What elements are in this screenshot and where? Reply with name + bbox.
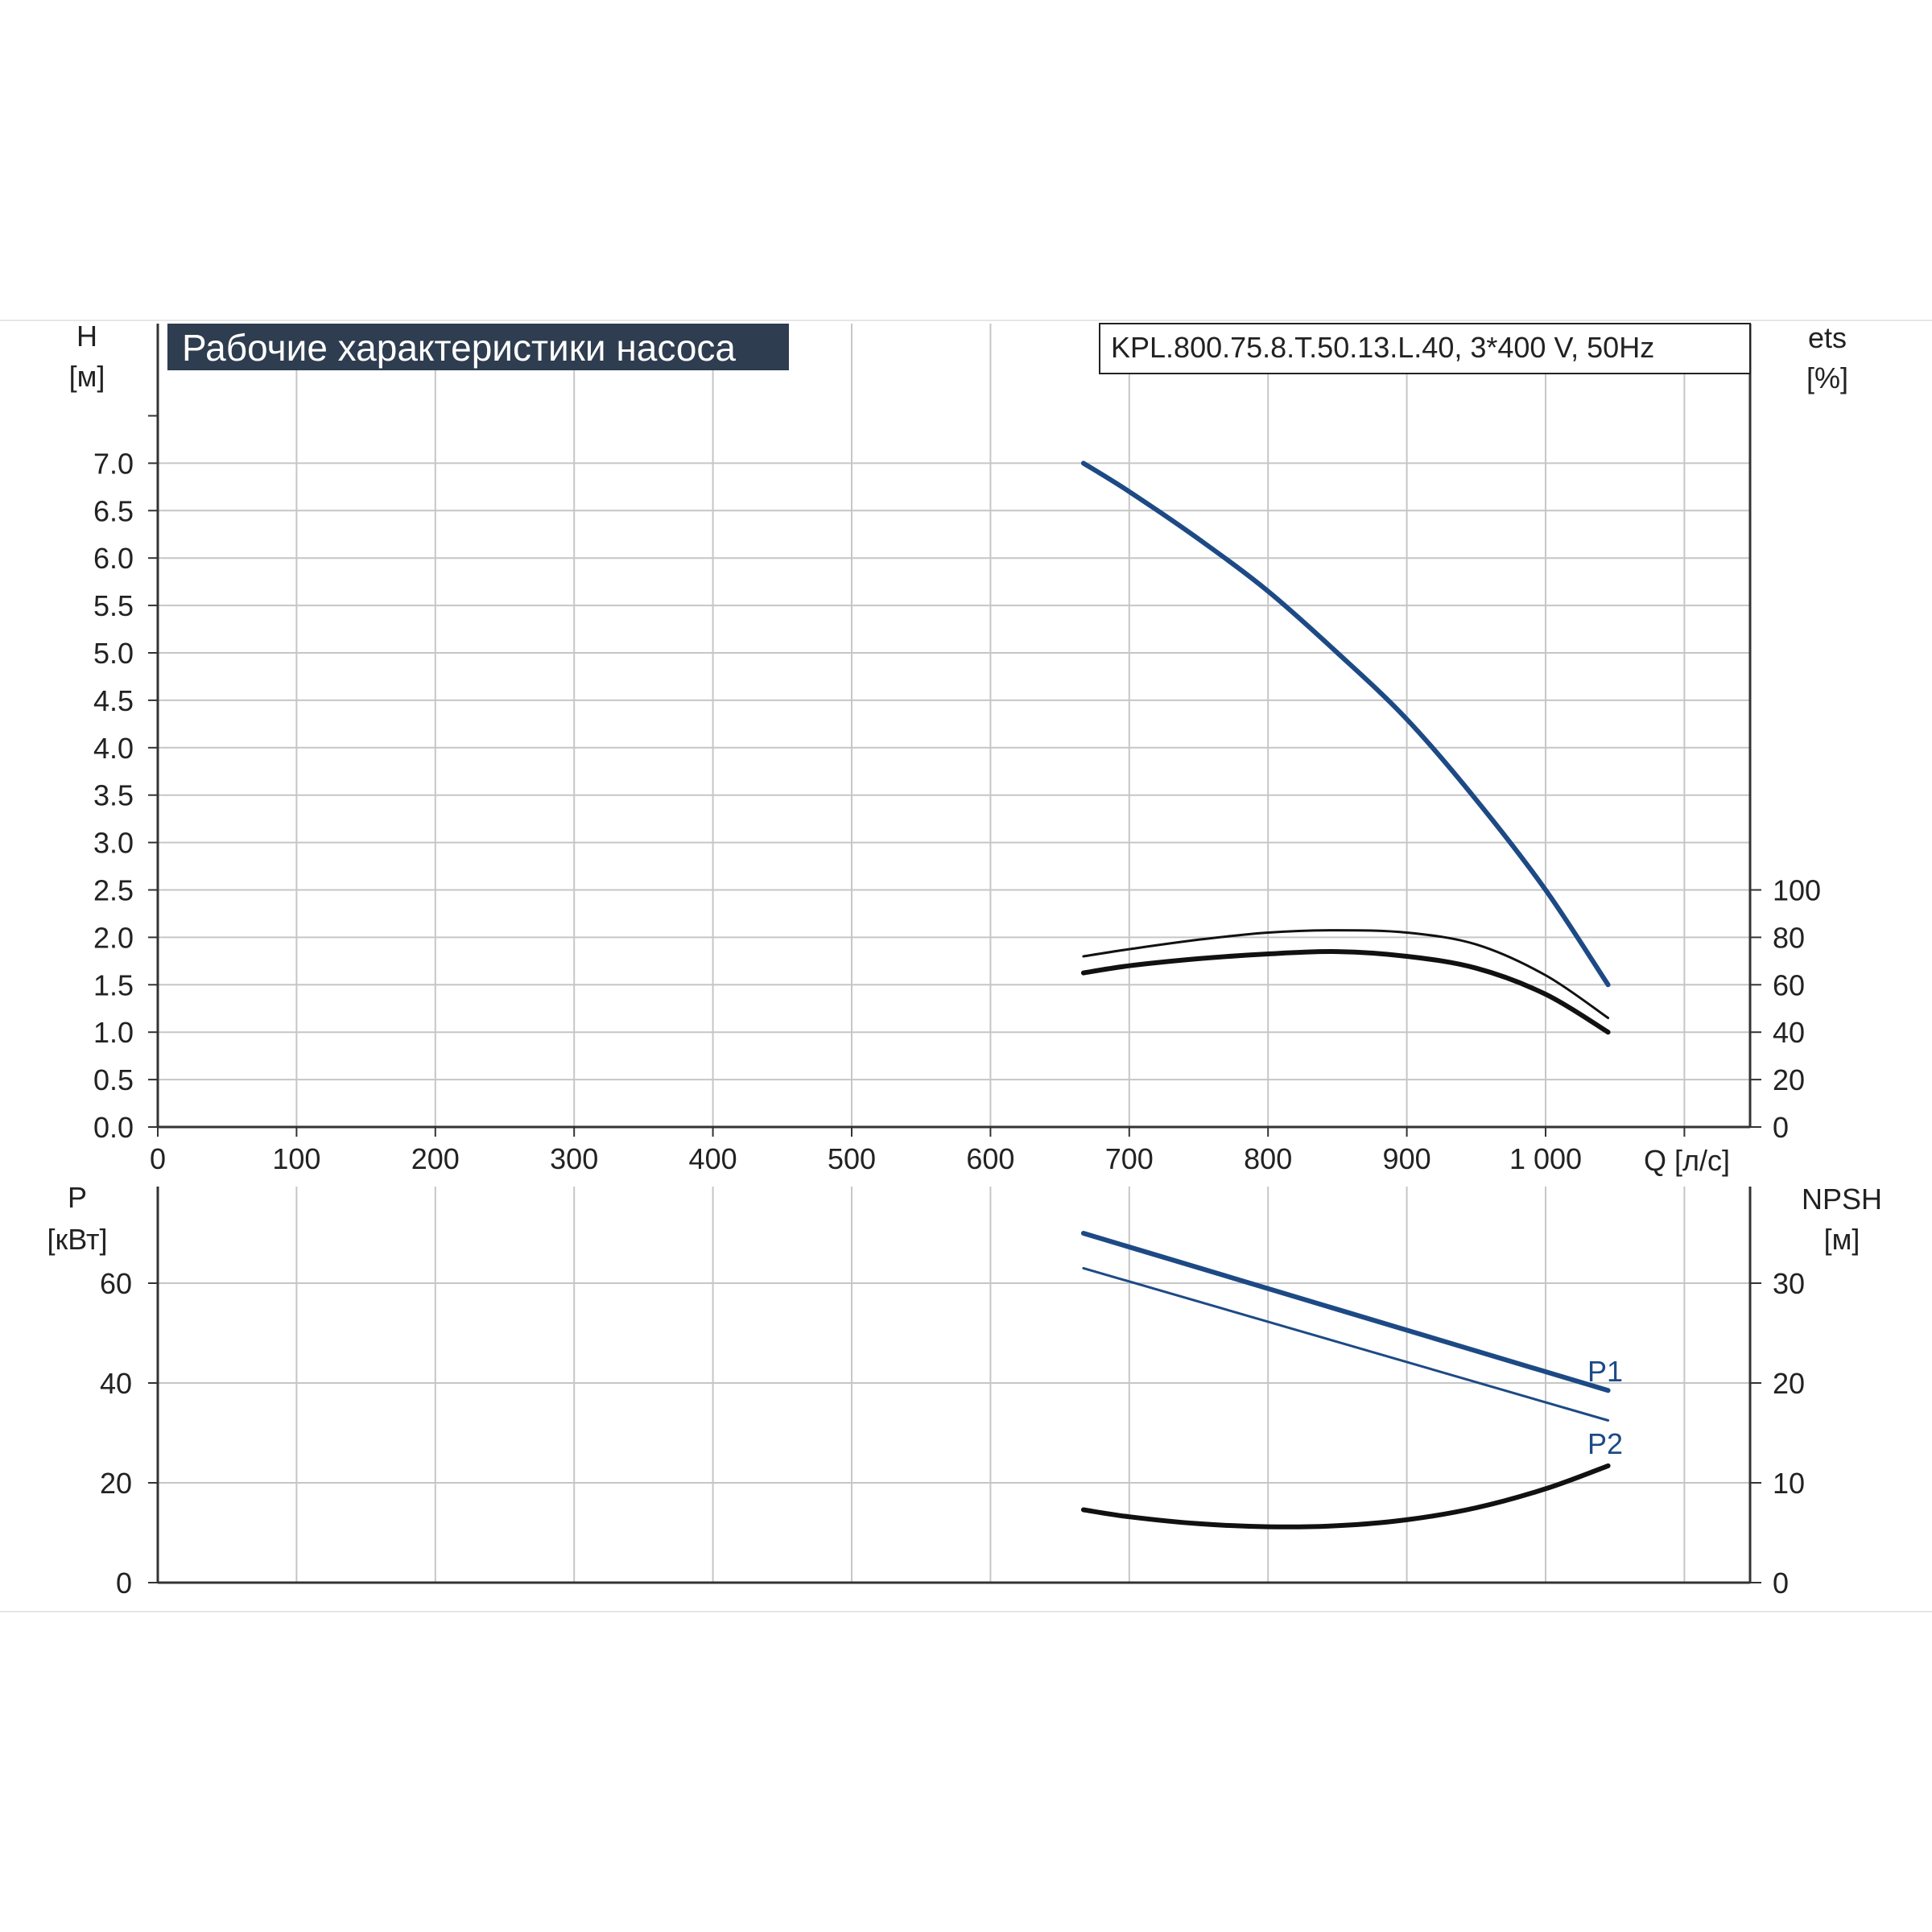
eta-tick-label: 0 [1773,1111,1789,1144]
model-label: KPL.800.75.8.T.50.13.L.40, 3*400 V, 50Hz [1111,331,1654,364]
eta-axis-title: ets [1808,321,1847,354]
q-tick-label: 600 [966,1142,1014,1175]
lower-tick-labels: 0 20 40 60 0 10 20 30 [100,1267,1805,1600]
npsh-axis-title: NPSH [1802,1183,1882,1216]
chart-title: Рабочие характеристики насоса [182,327,736,369]
npsh-tick-label: 0 [1773,1567,1789,1600]
q-tick-label: 400 [689,1142,737,1175]
h-tick-label: 4.5 [93,684,134,717]
npsh-axis-unit: [м] [1824,1223,1860,1256]
eta-tick-label: 100 [1773,874,1821,907]
model-label-box [1099,323,1751,374]
p-axis-unit: [кВт] [47,1223,107,1256]
h-tick-label: 0.0 [93,1111,134,1144]
upper-curves [1080,460,1611,1035]
h-tick-label: 3.5 [93,779,134,812]
h-tick-label: 4.0 [93,732,134,765]
eta-tick-label: 60 [1773,968,1805,1001]
h-tick-label: 1.5 [93,968,134,1001]
q-tick-label: 0 [150,1142,166,1175]
h-tick-label: 1.0 [93,1016,134,1049]
curve-p2 [1082,1266,1610,1422]
series-label-p2: P2 [1587,1427,1623,1460]
h-axis-title: H [76,320,97,353]
chart-title-background [167,324,789,370]
upper-axes [148,324,1761,1137]
p-axis-title: P [68,1181,87,1214]
h-tick-label: 6.0 [93,542,134,575]
h-tick-label: 3.0 [93,827,134,860]
series-label-p1: P1 [1587,1355,1623,1388]
curve-p1 [1080,1231,1611,1393]
q-tick-label: 800 [1244,1142,1292,1175]
curve-npsh [1080,1463,1611,1530]
upper-tick-labels: 0.0 0.5 1.0 1.5 2.0 2.5 3.0 3.5 4.0 4.5 5.0 5.5 6.0 6… [93,447,1821,1175]
q-tick-label: 500 [828,1142,876,1175]
eta-axis-unit: [%] [1806,361,1848,394]
eta-tick-label: 40 [1773,1016,1805,1049]
h-tick-label: 5.5 [93,589,134,622]
q-axis-label: Q [л/с] [1644,1144,1730,1177]
q-tick-label: 700 [1105,1142,1154,1175]
lower-curves [1080,1231,1611,1530]
q-tick-label: 200 [411,1142,460,1175]
h-axis-unit: [м] [69,360,105,393]
lower-grid [158,1187,1750,1583]
npsh-tick-label: 30 [1773,1267,1805,1300]
p-tick-label: 40 [100,1367,132,1400]
q-tick-label: 300 [550,1142,598,1175]
p-tick-label: 60 [100,1267,132,1300]
h-tick-label: 6.5 [93,494,134,527]
npsh-tick-label: 10 [1773,1467,1805,1500]
h-tick-label: 2.0 [93,921,134,954]
upper-grid [158,324,1750,1127]
npsh-tick-label: 20 [1773,1367,1805,1400]
curve-h [1080,460,1611,988]
p-tick-label: 20 [100,1467,132,1500]
h-tick-label: 7.0 [93,447,134,480]
curve-eta-pump [1082,929,1610,1019]
q-tick-label: 1 000 [1509,1142,1582,1175]
eta-tick-label: 80 [1773,921,1805,954]
q-tick-label: 900 [1383,1142,1431,1175]
h-tick-label: 0.5 [93,1063,134,1096]
eta-tick-label: 20 [1773,1063,1805,1096]
lower-axes [148,1187,1761,1584]
q-tick-label: 100 [272,1142,320,1175]
curve-eta-total [1080,949,1611,1035]
h-tick-label: 2.5 [93,874,134,907]
h-tick-label: 5.0 [93,637,134,670]
p-tick-label: 0 [116,1567,132,1600]
